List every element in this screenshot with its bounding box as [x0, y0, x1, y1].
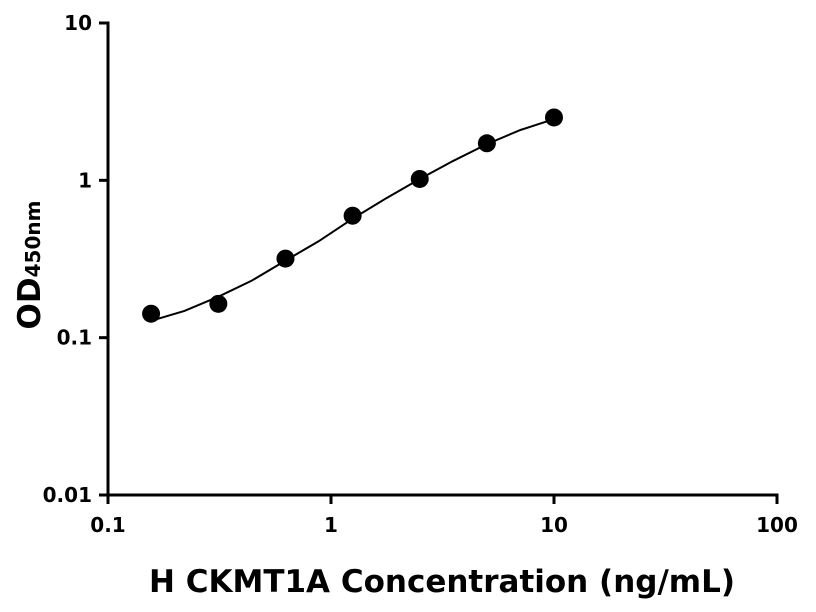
- x-tick-label: 0.1: [90, 513, 125, 537]
- data-point: [343, 206, 362, 225]
- y-tick-label: 1: [78, 168, 92, 192]
- y-tick-label: 10: [64, 11, 92, 35]
- y-axis-label-sub: 450nm: [21, 201, 45, 278]
- y-axis-label: OD450nm: [12, 201, 48, 330]
- x-tick-label: 10: [540, 513, 568, 537]
- data-point: [545, 108, 563, 127]
- y-tick-label: 0.1: [57, 326, 92, 350]
- data-point: [142, 304, 161, 323]
- data-point: [276, 249, 295, 268]
- data-point: [410, 169, 429, 188]
- x-tick-label: 1: [324, 513, 338, 537]
- x-tick-label: 100: [756, 513, 798, 537]
- x-axis-label: H CKMT1A Concentration (ng/mL): [149, 564, 735, 600]
- y-axis-label-main: OD: [12, 277, 48, 329]
- data-point: [209, 294, 228, 313]
- y-tick-label: 0.01: [43, 483, 92, 507]
- data-point: [477, 134, 496, 153]
